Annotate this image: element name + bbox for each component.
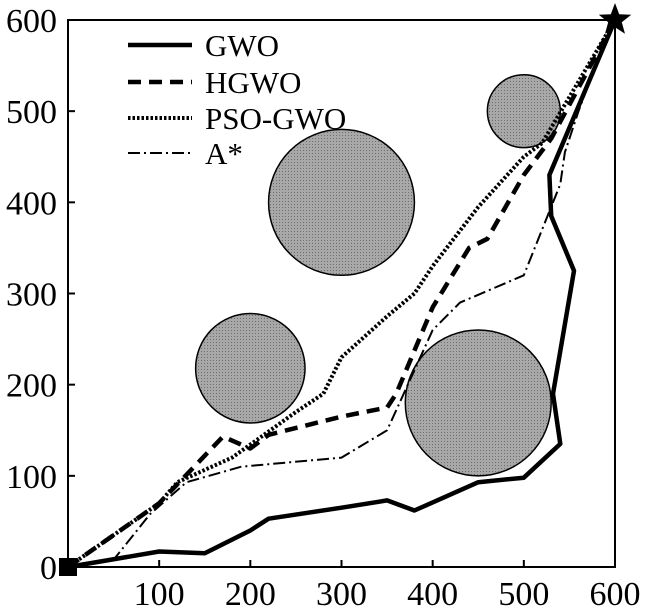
x-tick-label: 200 — [225, 576, 276, 613]
obstacle-circle — [267, 128, 416, 277]
x-tick-label: 400 — [407, 576, 458, 613]
x-tick-label: 300 — [316, 576, 367, 613]
x-tick-label: 600 — [590, 576, 641, 613]
x-tick-label: 500 — [498, 576, 549, 613]
legend-label: HGWO — [205, 65, 301, 100]
y-tick-label: 500 — [6, 94, 57, 131]
ticks-layer: 100 200 300 400 500 600 0 100 200 300 400 500 600 — [6, 3, 641, 613]
obstacle-circle — [194, 312, 306, 424]
markers-layer — [59, 3, 632, 576]
start-square-marker — [59, 558, 77, 576]
y-tick-label: 300 — [6, 277, 57, 314]
obstacles-layer — [194, 73, 562, 477]
y-tick-label: 400 — [6, 185, 57, 222]
legend-label: PSO-GWO — [205, 101, 346, 136]
legend-label: GWO — [205, 28, 279, 63]
series-layer — [66, 18, 618, 570]
series-line-a — [67, 19, 616, 568]
x-tick-label: 100 — [134, 576, 185, 613]
y-tick-label: 0 — [40, 550, 57, 587]
series-line-hgwo — [66, 18, 617, 569]
y-tick-label: 600 — [6, 3, 57, 40]
obstacle-circle — [486, 73, 562, 149]
y-tick-label: 200 — [6, 368, 57, 405]
obstacle-circle — [404, 329, 552, 477]
series-line-pso-gwo — [66, 18, 617, 569]
goal-star-marker — [598, 3, 632, 34]
legend-label: A* — [205, 136, 243, 171]
series-line-gwo — [67, 19, 618, 570]
y-tick-label: 100 — [6, 459, 57, 496]
